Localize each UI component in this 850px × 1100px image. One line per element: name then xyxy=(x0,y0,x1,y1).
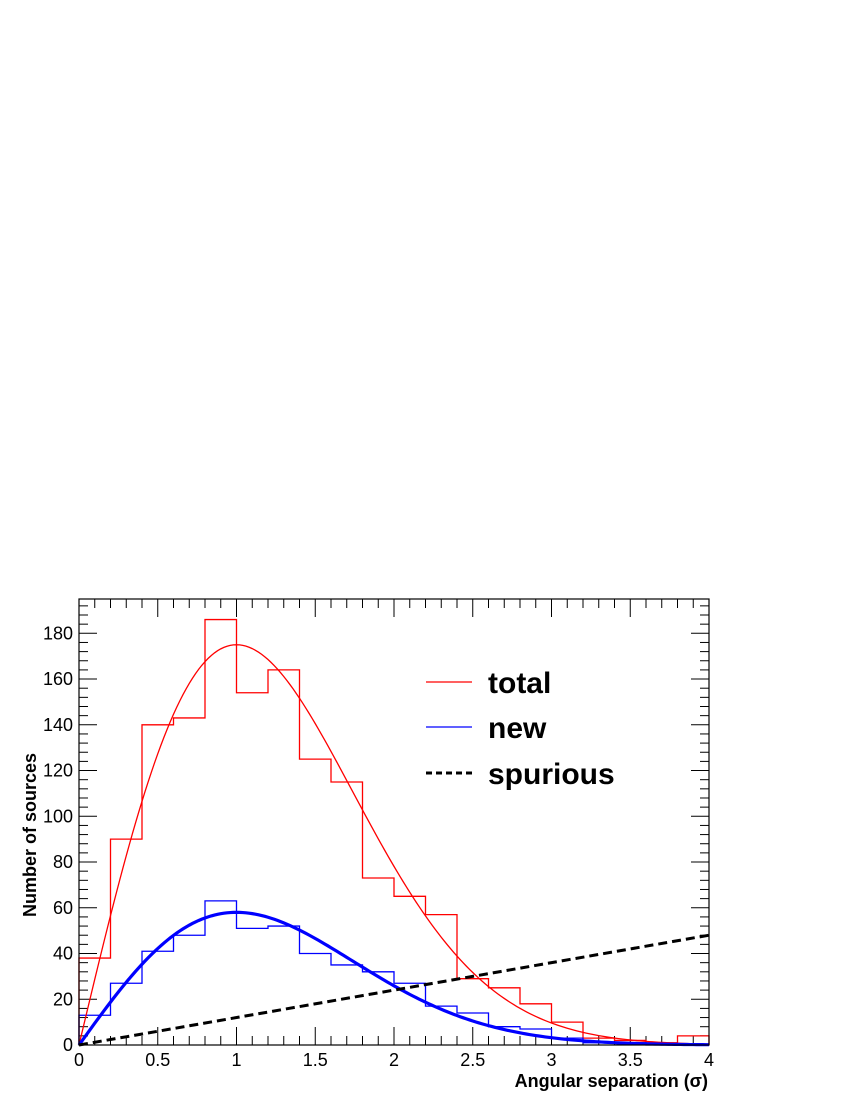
x-tick-label: 1.5 xyxy=(303,1050,328,1070)
x-tick-label: 0.5 xyxy=(145,1050,170,1070)
y-tick-label: 180 xyxy=(43,623,73,643)
x-tick-label: 4 xyxy=(704,1050,714,1070)
y-tick-label: 20 xyxy=(53,989,73,1009)
y-tick-label: 120 xyxy=(43,761,73,781)
x-tick-label: 3 xyxy=(546,1050,556,1070)
y-tick-label: 160 xyxy=(43,669,73,689)
fit-curve-total xyxy=(78,644,710,1046)
y-tick-label: 60 xyxy=(53,898,73,918)
legend-label-spurious: spurious xyxy=(488,758,615,791)
legend: total new spurious xyxy=(426,667,615,791)
fit-curves xyxy=(77,644,710,1047)
legend-label-new: new xyxy=(488,712,547,745)
y-tick-label: 140 xyxy=(43,715,73,735)
tick-labels: 0 0.5 1 1.5 2 2.5 3 3.5 402040608010012014016018… xyxy=(43,623,714,1070)
y-tick-label: 0 xyxy=(63,1035,73,1055)
y-tick-label: 100 xyxy=(43,806,73,826)
histogram-new xyxy=(78,900,709,1046)
x-tick-label: 2 xyxy=(389,1050,399,1070)
x-tick-label: 2.5 xyxy=(460,1050,485,1070)
legend-label-total: total xyxy=(488,667,551,700)
plot-frame-rect xyxy=(78,598,710,1046)
fit-curve-new xyxy=(77,910,710,1047)
y-axis-title: Number of sources xyxy=(20,753,40,917)
y-tick-label: 40 xyxy=(53,944,73,964)
x-tick-label: 3.5 xyxy=(618,1050,643,1070)
x-axis-title: Angular separation (σ) xyxy=(515,1071,708,1091)
y-tick-label: 80 xyxy=(53,852,73,872)
histograms xyxy=(78,618,710,1046)
axis-ticks xyxy=(78,599,710,1046)
line-spurious xyxy=(78,933,710,1047)
x-tick-label: 1 xyxy=(231,1050,241,1070)
plot-frame xyxy=(78,598,710,1046)
x-tick-label: 0 xyxy=(74,1050,84,1070)
